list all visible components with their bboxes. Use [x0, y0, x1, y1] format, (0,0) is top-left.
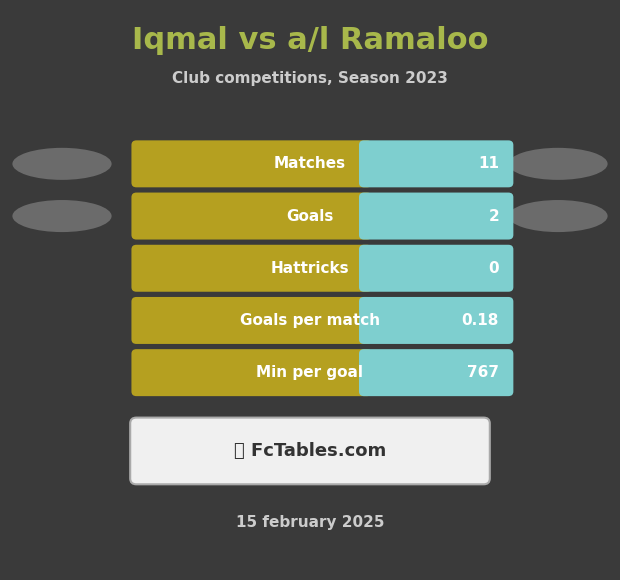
Text: 11: 11 [478, 157, 499, 171]
Text: 0: 0 [489, 261, 499, 276]
FancyBboxPatch shape [359, 297, 513, 344]
Text: 0.18: 0.18 [462, 313, 499, 328]
Text: Matches: Matches [274, 157, 346, 171]
FancyBboxPatch shape [131, 297, 372, 344]
Text: 2: 2 [489, 209, 499, 223]
Text: Min per goal: Min per goal [257, 365, 363, 380]
FancyBboxPatch shape [131, 193, 372, 240]
FancyBboxPatch shape [130, 418, 490, 484]
Text: Club competitions, Season 2023: Club competitions, Season 2023 [172, 71, 448, 86]
Ellipse shape [12, 200, 112, 232]
Text: 📊 FcTables.com: 📊 FcTables.com [234, 442, 386, 460]
FancyBboxPatch shape [359, 193, 513, 240]
Text: Goals: Goals [286, 209, 334, 223]
Text: Iqmal vs a/l Ramaloo: Iqmal vs a/l Ramaloo [131, 26, 489, 55]
Ellipse shape [12, 148, 112, 180]
FancyBboxPatch shape [131, 140, 372, 187]
Text: 15 february 2025: 15 february 2025 [236, 514, 384, 530]
Ellipse shape [508, 200, 608, 232]
FancyBboxPatch shape [131, 245, 372, 292]
Text: Hattricks: Hattricks [271, 261, 349, 276]
FancyBboxPatch shape [359, 349, 513, 396]
Text: 767: 767 [467, 365, 499, 380]
FancyBboxPatch shape [131, 349, 372, 396]
Text: Goals per match: Goals per match [240, 313, 380, 328]
FancyBboxPatch shape [359, 140, 513, 187]
Ellipse shape [508, 148, 608, 180]
FancyBboxPatch shape [359, 245, 513, 292]
